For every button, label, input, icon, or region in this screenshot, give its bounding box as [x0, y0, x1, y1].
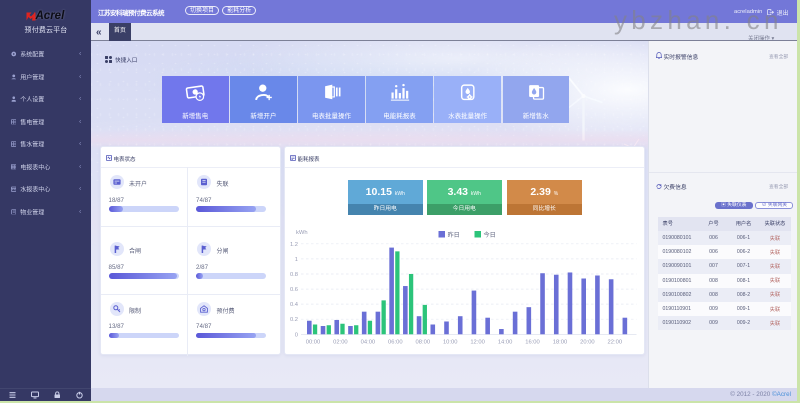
svg-text:今日: 今日 — [483, 231, 495, 239]
svg-text:06:00: 06:00 — [388, 339, 403, 345]
svg-text:04:00: 04:00 — [360, 339, 375, 345]
svg-text:1.2: 1.2 — [289, 242, 297, 248]
svg-text:0.6: 0.6 — [289, 287, 297, 293]
svg-text:昨日: 昨日 — [447, 231, 459, 239]
svg-text:0.4: 0.4 — [289, 302, 298, 308]
svg-text:14:00: 14:00 — [497, 339, 512, 345]
svg-text:10:00: 10:00 — [442, 339, 457, 345]
svg-text:0.8: 0.8 — [289, 272, 297, 278]
svg-text:02:00: 02:00 — [333, 339, 348, 345]
svg-text:22:00: 22:00 — [607, 339, 622, 345]
svg-text:08:00: 08:00 — [415, 339, 430, 345]
svg-text:12:00: 12:00 — [470, 339, 485, 345]
svg-text:18:00: 18:00 — [552, 339, 567, 345]
svg-text:0.2: 0.2 — [289, 317, 297, 323]
svg-text:00:00: 00:00 — [305, 339, 320, 345]
svg-text:20:00: 20:00 — [580, 339, 595, 345]
svg-text:1: 1 — [294, 257, 297, 263]
svg-text:16:00: 16:00 — [525, 339, 540, 345]
svg-text:kWh: kWh — [296, 230, 308, 236]
svg-text:0: 0 — [294, 332, 297, 338]
